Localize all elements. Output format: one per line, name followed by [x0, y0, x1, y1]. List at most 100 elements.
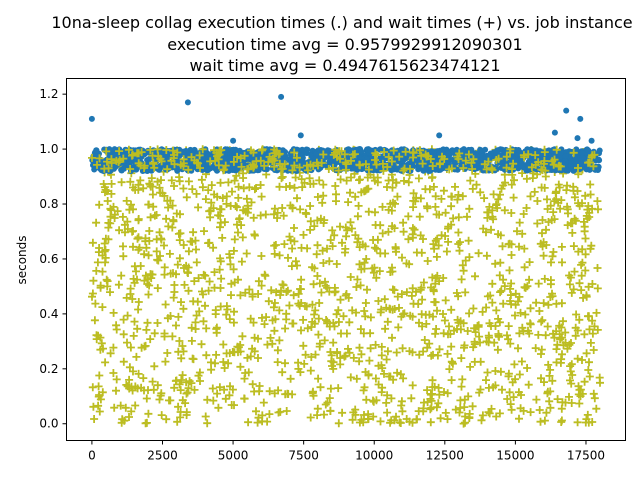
wait-time-point: [133, 324, 142, 333]
wait-time-point: [249, 318, 258, 327]
wait-time-point: [469, 155, 478, 164]
wait-time-point: [230, 348, 239, 357]
wait-time-point: [307, 323, 316, 331]
wait-time-point: [575, 315, 584, 324]
wait-time-point: [414, 174, 423, 183]
wait-time-point: [225, 315, 234, 324]
wait-time-point: [404, 212, 413, 221]
wait-time-point: [325, 257, 334, 266]
wait-time-point: [527, 163, 536, 172]
execution-time-point: [299, 146, 306, 153]
execution-time-point: [477, 148, 484, 155]
wait-time-point: [574, 382, 583, 391]
wait-time-point: [275, 159, 284, 168]
wait-time-point: [419, 235, 427, 243]
wait-time-point: [499, 275, 508, 284]
wait-time-point: [455, 246, 464, 255]
wait-time-point: [480, 160, 489, 169]
wait-time-point: [243, 165, 252, 174]
wait-time-point: [165, 396, 173, 405]
wait-time-point: [177, 354, 186, 363]
wait-time-point: [333, 348, 342, 356]
wait-time-point: [519, 327, 528, 336]
wait-time-point: [182, 193, 191, 202]
wait-time-point: [378, 202, 387, 211]
wait-time-point: [296, 285, 304, 293]
wait-time-point: [482, 303, 491, 312]
plot-area-frame: [66, 78, 626, 441]
wait-time-point: [480, 194, 489, 203]
wait-time-point: [577, 286, 586, 295]
wait-time-point: [378, 229, 387, 238]
wait-time-point: [376, 417, 385, 426]
wait-time-point: [323, 244, 331, 253]
wait-time-point: [346, 218, 355, 227]
wait-time-point: [260, 320, 269, 329]
wait-time-point: [503, 395, 512, 403]
wait-time-point: [282, 288, 291, 296]
wait-time-point: [378, 159, 387, 168]
wait-time-point: [173, 417, 182, 426]
wait-time-point: [202, 324, 211, 333]
wait-time-point: [150, 329, 159, 338]
wait-time-point: [399, 310, 408, 319]
wait-time-point: [575, 399, 584, 408]
wait-time-point: [119, 315, 128, 324]
wait-time-point: [125, 363, 134, 372]
wait-time-point: [422, 319, 431, 328]
wait-time-point: [383, 163, 392, 171]
wait-time-point: [548, 289, 556, 298]
wait-time-point: [179, 155, 188, 164]
wait-time-point: [315, 176, 324, 185]
wait-time-point: [192, 258, 201, 267]
wait-time-point: [459, 164, 468, 172]
wait-time-point: [153, 319, 162, 327]
wait-time-point: [228, 385, 237, 394]
wait-time-point: [525, 329, 534, 338]
chart-title-line-2: execution time avg = 0.9579929912090301: [167, 35, 522, 54]
wait-time-point: [123, 311, 132, 320]
wait-time-point: [402, 415, 411, 423]
wait-time-point: [349, 353, 358, 362]
wait-time-point: [94, 401, 103, 410]
wait-time-point: [546, 403, 555, 412]
wait-time-point: [574, 247, 583, 256]
wait-time-point: [220, 385, 229, 394]
wait-time-point: [366, 313, 375, 322]
wait-time-point: [285, 182, 294, 190]
wait-time-point: [127, 407, 136, 416]
wait-time-point: [129, 183, 137, 192]
wait-time-point: [342, 232, 351, 241]
wait-time-point: [543, 195, 551, 204]
wait-time-point: [588, 204, 597, 213]
wait-time-point: [501, 178, 509, 187]
wait-time-point: [164, 203, 173, 212]
wait-time-point: [414, 407, 423, 416]
wait-time-point: [232, 203, 241, 212]
wait-time-point: [306, 366, 315, 375]
wait-time-point: [275, 251, 284, 260]
wait-time-point: [257, 252, 266, 260]
wait-time-point: [158, 189, 167, 198]
wait-time-point: [432, 325, 441, 333]
wait-time-point: [319, 259, 328, 267]
wait-time-point: [468, 402, 477, 411]
execution-time-point: [93, 147, 100, 154]
wait-time-point: [247, 146, 255, 155]
wait-time-point: [146, 213, 155, 222]
wait-time-point: [221, 161, 230, 170]
wait-time-point: [553, 340, 562, 349]
wait-time-point: [517, 357, 526, 366]
wait-time-point: [541, 331, 550, 340]
wait-time-point: [420, 336, 429, 344]
wait-time-point: [496, 367, 505, 376]
wait-time-point: [177, 298, 185, 307]
wait-time-point: [465, 204, 474, 213]
wait-time-point: [212, 323, 221, 332]
wait-time-point: [104, 164, 113, 173]
wait-time-point: [290, 148, 299, 157]
wait-time-point: [310, 222, 319, 231]
wait-time-point: [531, 344, 540, 353]
wait-time-point: [515, 414, 523, 423]
wait-time-point: [574, 199, 583, 208]
